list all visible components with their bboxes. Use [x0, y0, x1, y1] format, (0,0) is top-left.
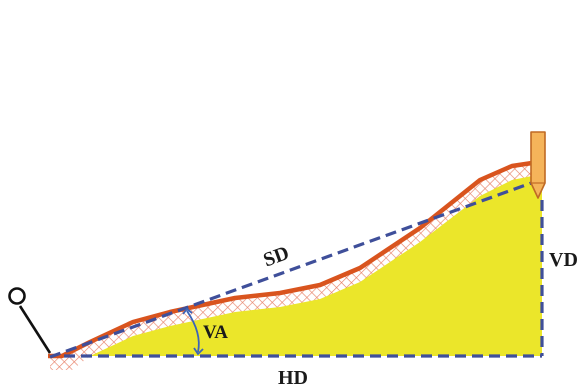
survey-stake-icon — [530, 131, 546, 199]
terrain-hatch-band — [50, 163, 532, 370]
vertical-distance-label: VD — [549, 249, 578, 271]
terrain-fill — [62, 163, 542, 356]
slope-distance-label: SD — [260, 242, 292, 271]
vertical-angle-label: VA — [203, 322, 228, 343]
vertical-angle-arc — [182, 307, 204, 356]
horizontal-distance-label: HD — [278, 367, 308, 388]
survey-instrument-icon — [8, 287, 52, 354]
slope-distance-line — [49, 180, 535, 359]
